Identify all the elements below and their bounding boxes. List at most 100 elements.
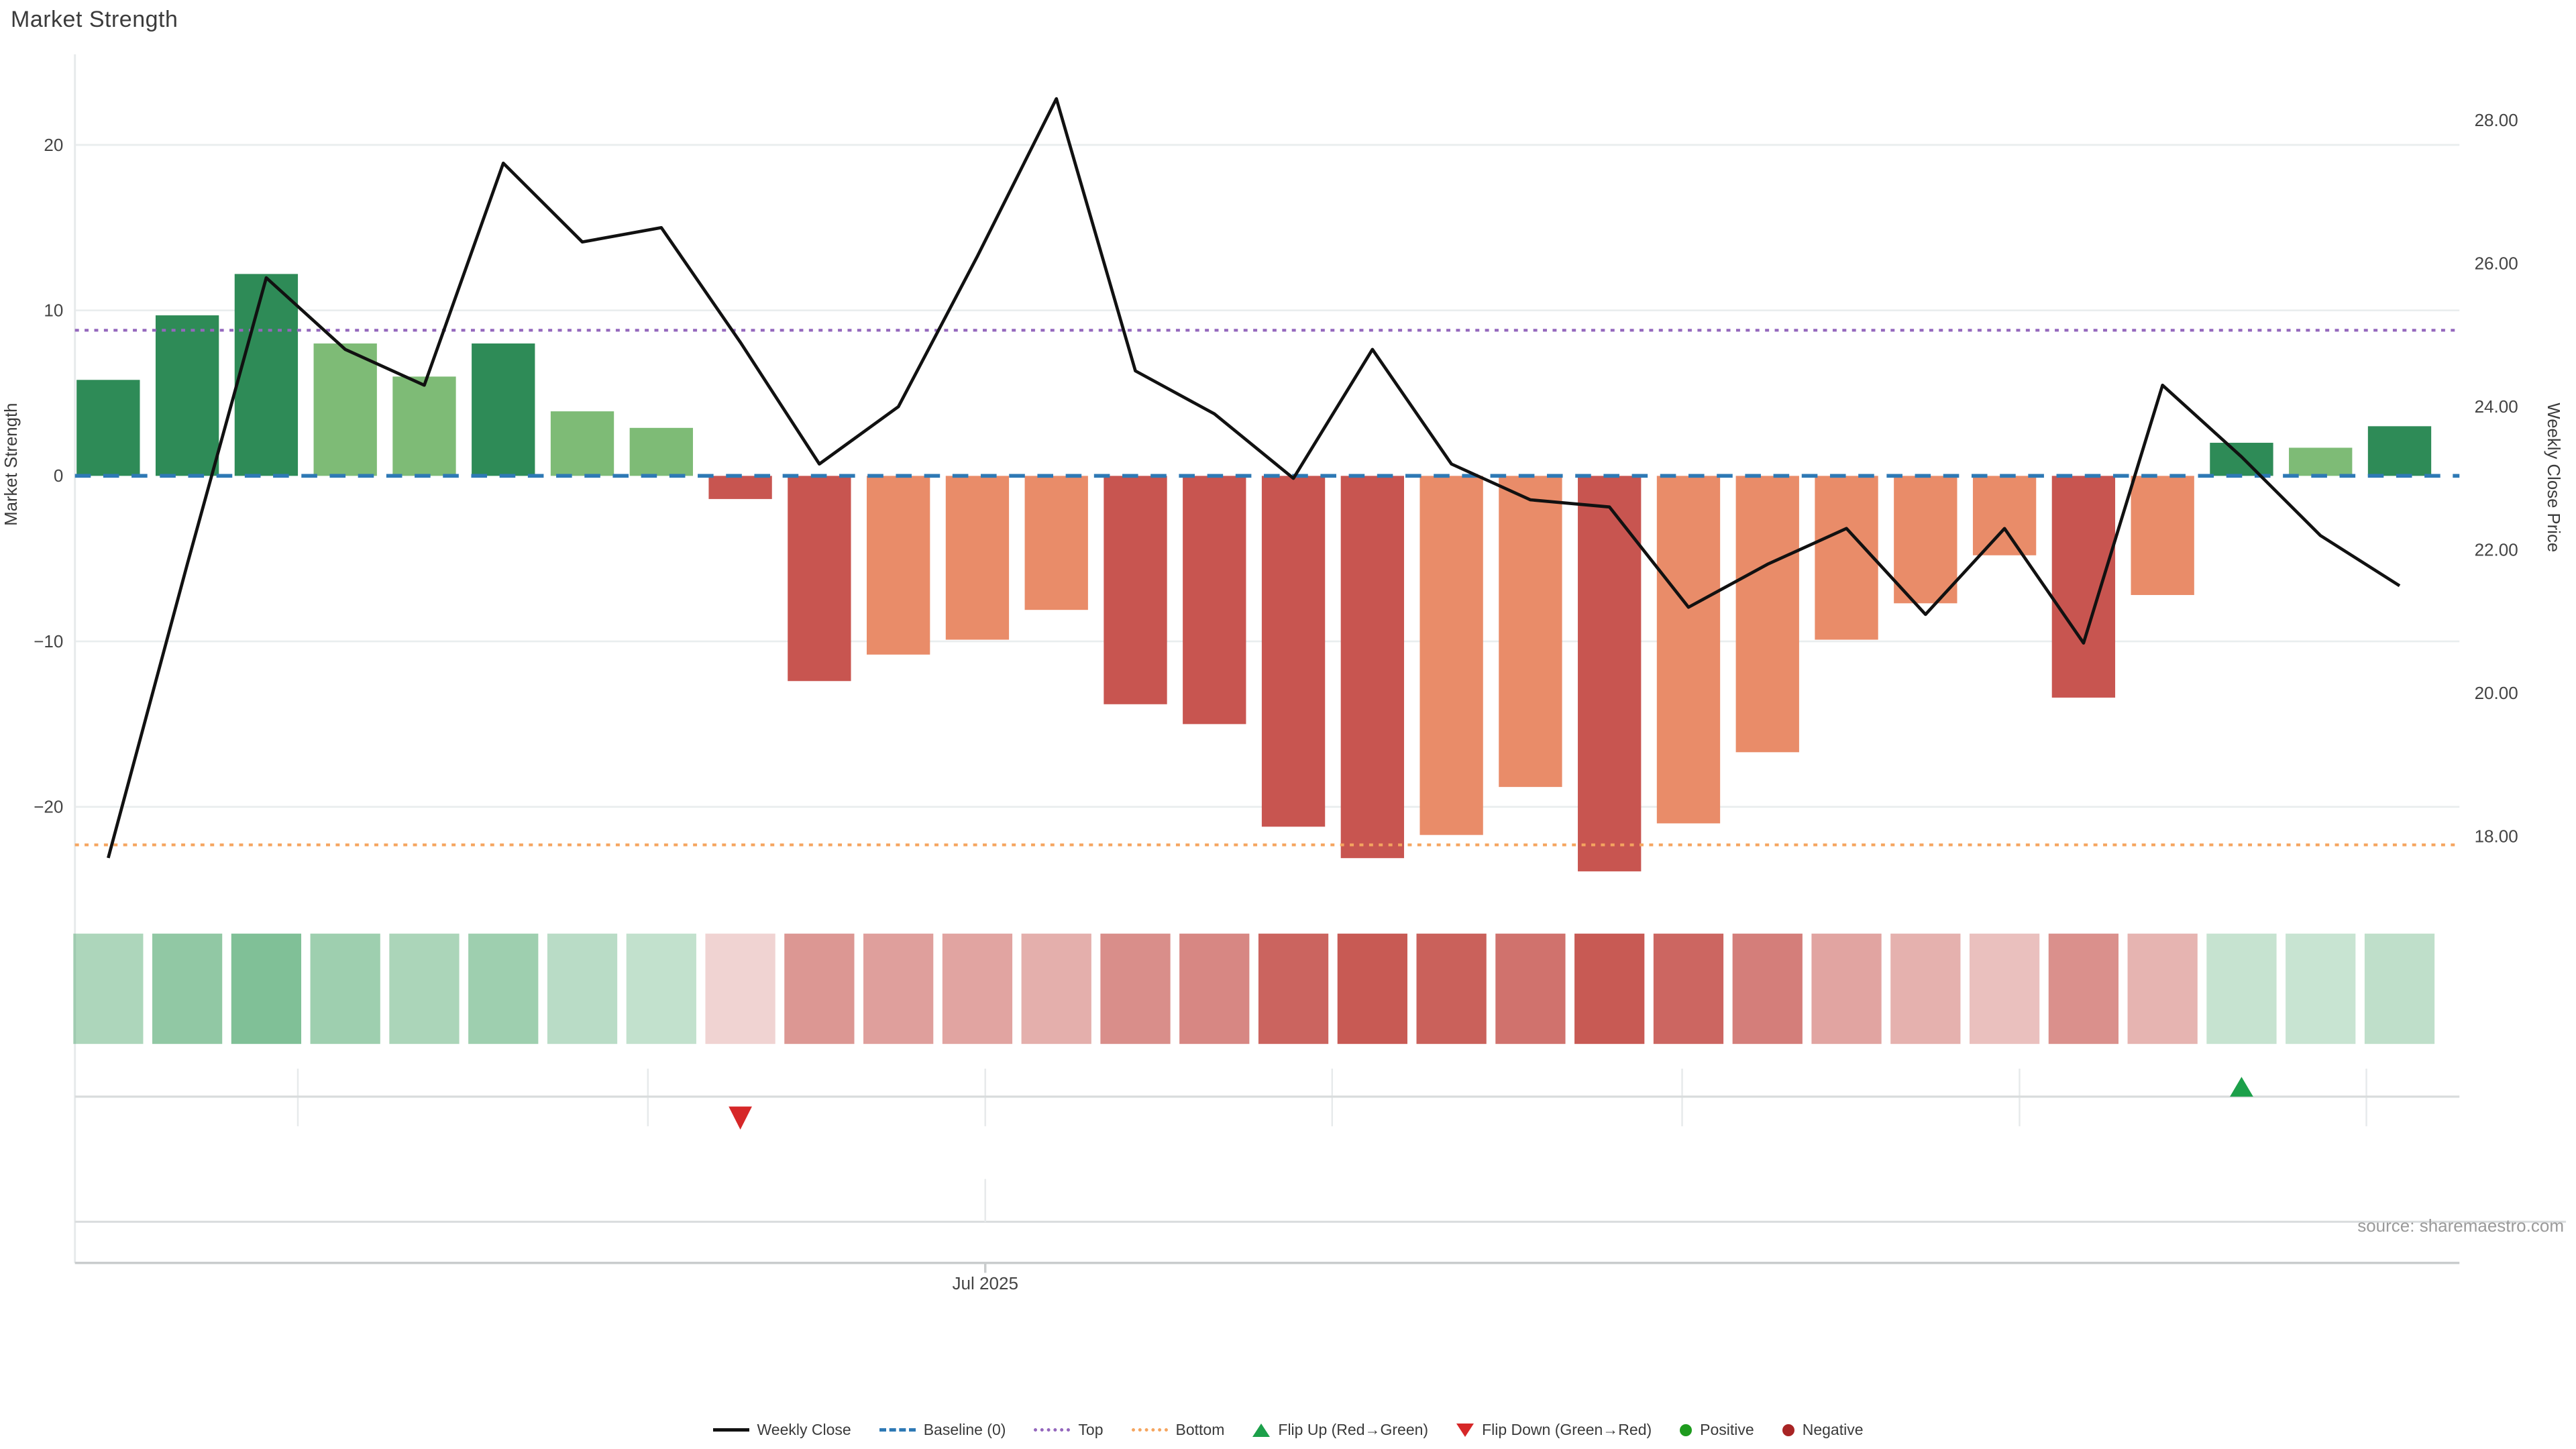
heat-strip-cell[interactable]	[1495, 933, 1566, 1044]
strength-bar[interactable]	[2131, 476, 2194, 595]
strength-bar[interactable]	[392, 376, 456, 476]
strength-bar[interactable]	[1735, 476, 1799, 753]
heat-strip-cell[interactable]	[1732, 933, 1803, 1044]
strength-bar[interactable]	[866, 476, 930, 655]
right-axis-tick-label: 22.00	[2475, 541, 2518, 560]
strength-bar[interactable]	[1578, 476, 1642, 871]
heat-strip-cell[interactable]	[784, 933, 855, 1044]
legend-item[interactable]: Top	[1034, 1421, 1104, 1439]
legend-dot-purple-icon	[1034, 1428, 1071, 1432]
strength-bar[interactable]	[1656, 476, 1721, 824]
heat-strip-cell[interactable]	[1890, 933, 1961, 1044]
legend-label: Baseline (0)	[923, 1421, 1006, 1438]
heat-strip-cell[interactable]	[2127, 933, 2198, 1044]
left-axis-title: Market Strength	[2, 403, 21, 526]
strength-bar[interactable]	[2289, 447, 2353, 476]
left-axis-tick-label: 10	[44, 302, 63, 321]
legend-item[interactable]: Weekly Close	[712, 1421, 851, 1439]
strength-bar[interactable]	[1340, 476, 1405, 859]
chart-legend: Weekly Close Baseline (0) Top Bottom Flip Up…	[0, 1421, 2576, 1439]
right-axis-tick-label: 28.00	[2475, 111, 2518, 130]
right-axis-tick-label: 18.00	[2475, 828, 2518, 847]
heat-strip-cell[interactable]	[1337, 933, 1407, 1044]
legend-tri-down-icon	[1456, 1423, 1474, 1437]
weekly-close-line[interactable]	[107, 97, 2401, 859]
heat-strip-cell[interactable]	[547, 933, 618, 1044]
strength-bar[interactable]	[945, 476, 1010, 640]
legend-label: Flip Down (Green→Red)	[1482, 1421, 1652, 1438]
heat-strip-cell[interactable]	[2206, 933, 2277, 1044]
legend-label: Negative	[1802, 1421, 1864, 1438]
strength-bar[interactable]	[1419, 476, 1483, 835]
strength-bar[interactable]	[1024, 476, 1088, 610]
source-annotation: source: sharemaestro.com	[2357, 1216, 2564, 1236]
strength-bar[interactable]	[1261, 476, 1326, 827]
strength-bar[interactable]	[629, 427, 693, 476]
legend-label: Bottom	[1175, 1421, 1225, 1438]
left-axis-tick-label: 0	[54, 467, 64, 486]
strength-bar[interactable]	[2051, 476, 2116, 698]
heat-strip-cell[interactable]	[626, 933, 696, 1044]
strength-bar[interactable]	[550, 411, 614, 476]
heat-strip-cell[interactable]	[705, 933, 775, 1044]
heat-strip-cell[interactable]	[389, 933, 460, 1044]
heat-strip-cell[interactable]	[2048, 933, 2119, 1044]
strength-bar[interactable]	[1104, 476, 1167, 704]
strength-bar[interactable]	[1183, 476, 1246, 724]
heat-strip-cell[interactable]	[1653, 933, 1724, 1044]
legend-line-icon	[712, 1428, 749, 1432]
left-axis-tick-label: 20	[44, 136, 63, 155]
strength-bar[interactable]	[472, 343, 535, 476]
legend-label: Positive	[1700, 1421, 1754, 1438]
left-axis-tick-label: −20	[34, 798, 63, 817]
strength-bar[interactable]	[2367, 426, 2432, 476]
heat-strip-cell[interactable]	[2364, 933, 2435, 1044]
heat-strip-cell[interactable]	[1574, 933, 1645, 1044]
legend-circle-red-icon	[1782, 1424, 1794, 1436]
strength-bar[interactable]	[1894, 476, 1957, 604]
heat-strip-cell[interactable]	[310, 933, 380, 1044]
heat-strip-cell[interactable]	[1416, 933, 1487, 1044]
legend-item[interactable]: Positive	[1680, 1421, 1754, 1439]
legend-dot-orange-icon	[1131, 1428, 1168, 1432]
legend-tri-up-icon	[1252, 1423, 1271, 1437]
heat-strip-cell[interactable]	[1811, 933, 1882, 1044]
legend-label: Flip Up (Red→Green)	[1278, 1421, 1429, 1438]
legend-item[interactable]: Flip Down (Green→Red)	[1456, 1421, 1652, 1439]
strength-bar[interactable]	[2210, 443, 2273, 476]
heat-strip-cell[interactable]	[152, 933, 223, 1044]
flip-down-marker[interactable]	[729, 1106, 752, 1130]
heat-strip-cell[interactable]	[231, 933, 302, 1044]
strength-bar[interactable]	[76, 380, 140, 476]
x-axis-tick-label: Jul 2025	[952, 1275, 1018, 1293]
strength-bar[interactable]	[1972, 476, 2037, 555]
legend-item[interactable]: Baseline (0)	[879, 1421, 1006, 1439]
legend-item[interactable]: Negative	[1782, 1421, 1864, 1439]
strength-bar[interactable]	[1499, 476, 1562, 788]
flip-up-marker[interactable]	[2230, 1077, 2253, 1097]
strength-bar[interactable]	[1815, 476, 1878, 640]
heat-strip-cell[interactable]	[468, 933, 539, 1044]
heat-strip-cell[interactable]	[73, 933, 144, 1044]
legend-circle-green-icon	[1680, 1424, 1693, 1436]
heat-strip-cell[interactable]	[1100, 933, 1171, 1044]
left-axis-tick-label: −10	[34, 633, 63, 651]
strength-bar[interactable]	[313, 343, 377, 476]
legend-item[interactable]: Flip Up (Red→Green)	[1252, 1421, 1428, 1439]
heat-strip-cell[interactable]	[863, 933, 934, 1044]
right-axis-tick-label: 24.00	[2475, 398, 2518, 417]
legend-dash-icon	[879, 1428, 916, 1432]
heat-strip-cell[interactable]	[942, 933, 1013, 1044]
heat-strip-cell[interactable]	[1969, 933, 2040, 1044]
heat-strip-cell[interactable]	[2286, 933, 2356, 1044]
strength-bar[interactable]	[788, 476, 851, 682]
strength-bar[interactable]	[708, 476, 772, 499]
legend-item[interactable]: Bottom	[1131, 1421, 1225, 1439]
heat-strip-cell[interactable]	[1021, 933, 1091, 1044]
strength-bar[interactable]	[155, 315, 219, 476]
heat-strip-cell[interactable]	[1179, 933, 1250, 1044]
strength-bar[interactable]	[234, 274, 299, 476]
heat-strip-cell[interactable]	[1258, 933, 1329, 1044]
legend-label: Top	[1078, 1421, 1104, 1438]
